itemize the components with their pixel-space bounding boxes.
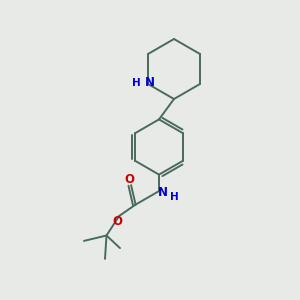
Text: N: N bbox=[145, 76, 154, 89]
Text: H: H bbox=[132, 78, 141, 88]
Text: O: O bbox=[112, 215, 123, 228]
Text: H: H bbox=[170, 191, 179, 202]
Text: O: O bbox=[124, 173, 135, 186]
Text: N: N bbox=[158, 186, 168, 199]
